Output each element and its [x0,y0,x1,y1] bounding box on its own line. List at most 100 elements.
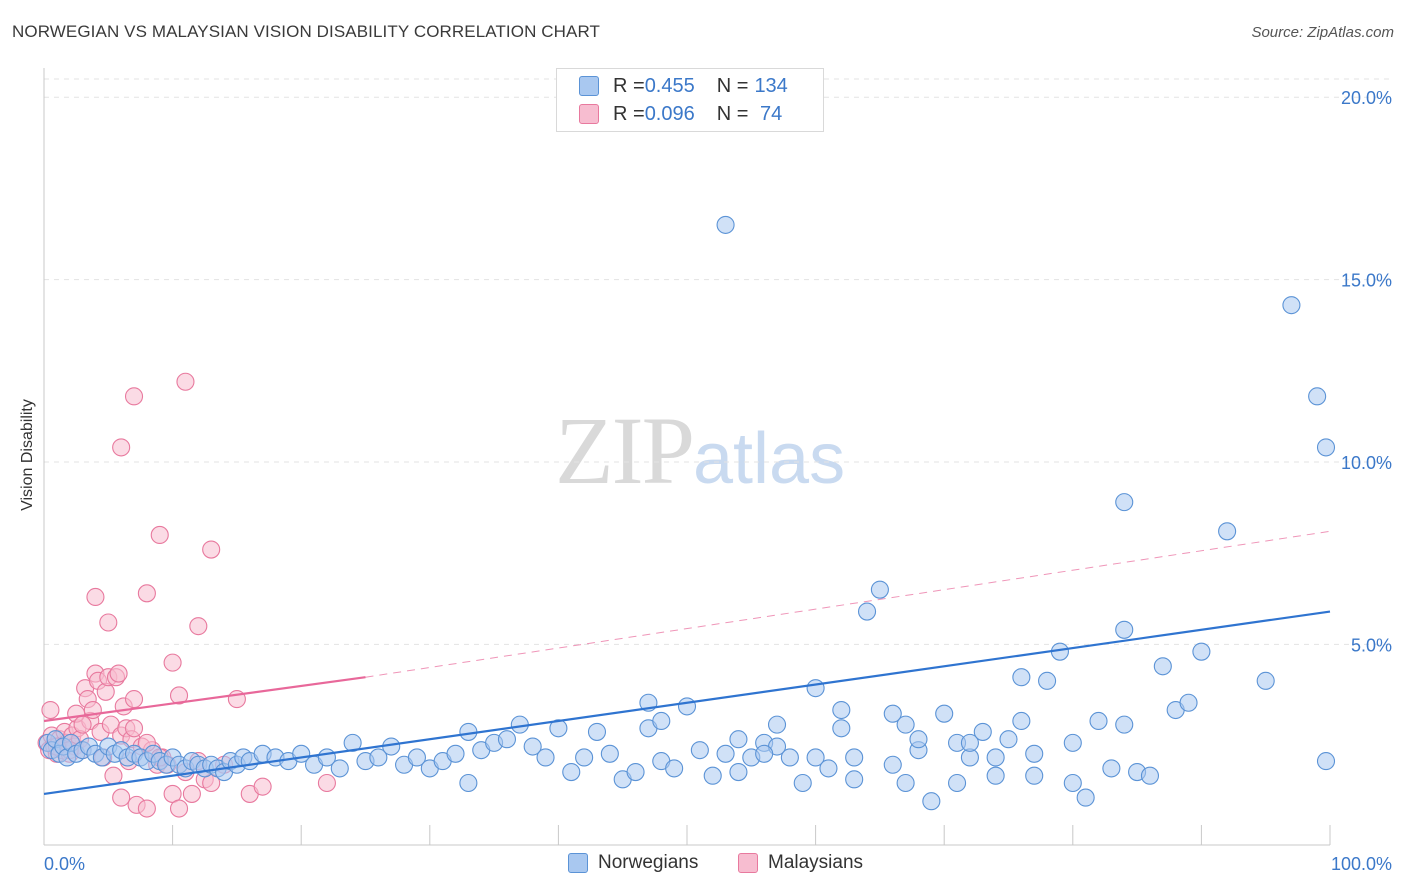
norwegians-point [1192,642,1211,661]
norwegians-point [1012,711,1031,731]
norwegians-point [626,762,645,782]
malaysians-swatch [579,104,599,124]
norwegians-point [716,744,735,763]
norwegians-point [1308,387,1327,406]
source-label: Source: ZipAtlas.com [1251,24,1394,41]
legend-item-malaysians[interactable]: Malaysians [738,852,863,874]
norwegians-point [948,773,967,793]
norwegians-point [1218,522,1237,541]
norwegians-point [1153,657,1172,676]
norwegians-point [1025,766,1044,785]
norwegians-point [459,773,478,793]
norwegians-trendline [43,610,1331,796]
norwegians-point [729,762,748,782]
norwegians-point [896,715,915,734]
norwegians-point [1063,733,1082,752]
norwegians-point [819,759,838,778]
malaysians-point [317,773,336,793]
norwegians-point [986,748,1005,767]
malaysians-point [112,788,131,807]
chart-title: NORWEGIAN VS MALAYSIAN VISION DISABILITY… [12,22,601,41]
norwegians-point [1282,296,1301,315]
malaysians-point [137,584,156,603]
norwegians-r-label: R = [613,74,645,97]
norwegians-point [1115,493,1134,512]
malaysians-r-value: 0.096 [644,102,695,125]
y-axis-label: Vision Disability [19,399,36,511]
norwegians-point [832,719,851,738]
norwegians-point [1038,671,1057,690]
norwegians-point [883,704,902,723]
norwegians-point [1316,438,1336,457]
norwegians-point [767,715,787,734]
malaysians-point [124,690,144,709]
norwegians-point [857,602,877,621]
legend-item-norwegians[interactable]: Norwegians [568,852,698,874]
malaysians-point [182,784,201,803]
norwegians-point [369,748,388,767]
malaysians-legend-swatch [738,853,758,873]
norwegians-legend-swatch [568,853,588,873]
norwegians-point [330,759,349,778]
malaysians-point [104,766,123,785]
norwegians-point [922,792,941,811]
norwegians-point [716,215,735,234]
watermark-atlas: atlas [693,419,846,499]
y-tick-label: 10.0% [1341,453,1392,473]
norwegians-n-label: N = [716,74,749,97]
watermark-zip: ZIP [555,397,695,504]
malaysians-point [73,715,92,734]
norwegians-n-value: 134 [754,74,788,97]
malaysians-point [150,525,169,545]
malaysians-point [176,372,195,391]
norwegians-point [845,748,864,767]
norwegians-point [497,730,517,749]
norwegians-point [690,741,709,760]
malaysians-point [109,664,128,683]
norwegians-point [793,773,812,793]
malaysians-point [169,799,189,818]
malaysians-point [253,777,272,796]
malaysians-point [189,617,208,636]
norwegians-point [1140,766,1160,785]
norwegians-point [652,711,671,731]
norwegians-point [896,773,915,793]
norwegians-point [1102,759,1121,778]
norwegians-point [1076,788,1095,807]
norwegians-point [870,580,889,599]
stats-row-norwegians: R = 0.455 N = 134 [579,73,788,99]
norwegians-point [1115,715,1134,734]
norwegians-point [806,748,825,767]
norwegians-swatch [579,76,599,96]
norwegians-r-value: 0.455 [644,74,695,97]
norwegians-point [1025,744,1044,763]
norwegians-point [780,748,799,767]
norwegians-point [536,748,555,767]
malaysians-n-value: 74 [754,102,783,125]
norwegians-point [703,766,722,785]
malaysians-point [163,653,182,672]
norwegians-point [677,697,697,716]
stats-row-malaysians: R = 0.096 N = 74 [579,101,782,127]
malaysians-trendline-extension [365,530,1331,678]
y-tick-label: 15.0% [1341,271,1392,291]
norwegians-point [729,730,748,749]
norwegians-point [806,679,825,698]
norwegians-point [883,755,902,774]
norwegians-point [587,722,607,741]
malaysians-legend-label: Malaysians [768,852,864,873]
norwegians-point [1063,773,1082,793]
malaysians-point [137,799,156,818]
norwegians-point [575,748,594,767]
watermark: ZIPatlas [555,395,845,506]
malaysians-point [86,587,105,607]
norwegians-point [960,733,979,752]
norwegians-point [1089,711,1108,731]
norwegians-point [755,744,774,763]
x-tick-label-min: 0.0% [44,854,85,874]
norwegians-point [562,762,581,782]
norwegians-point [343,733,362,752]
norwegians-point [999,730,1018,749]
norwegians-point [1012,668,1031,687]
